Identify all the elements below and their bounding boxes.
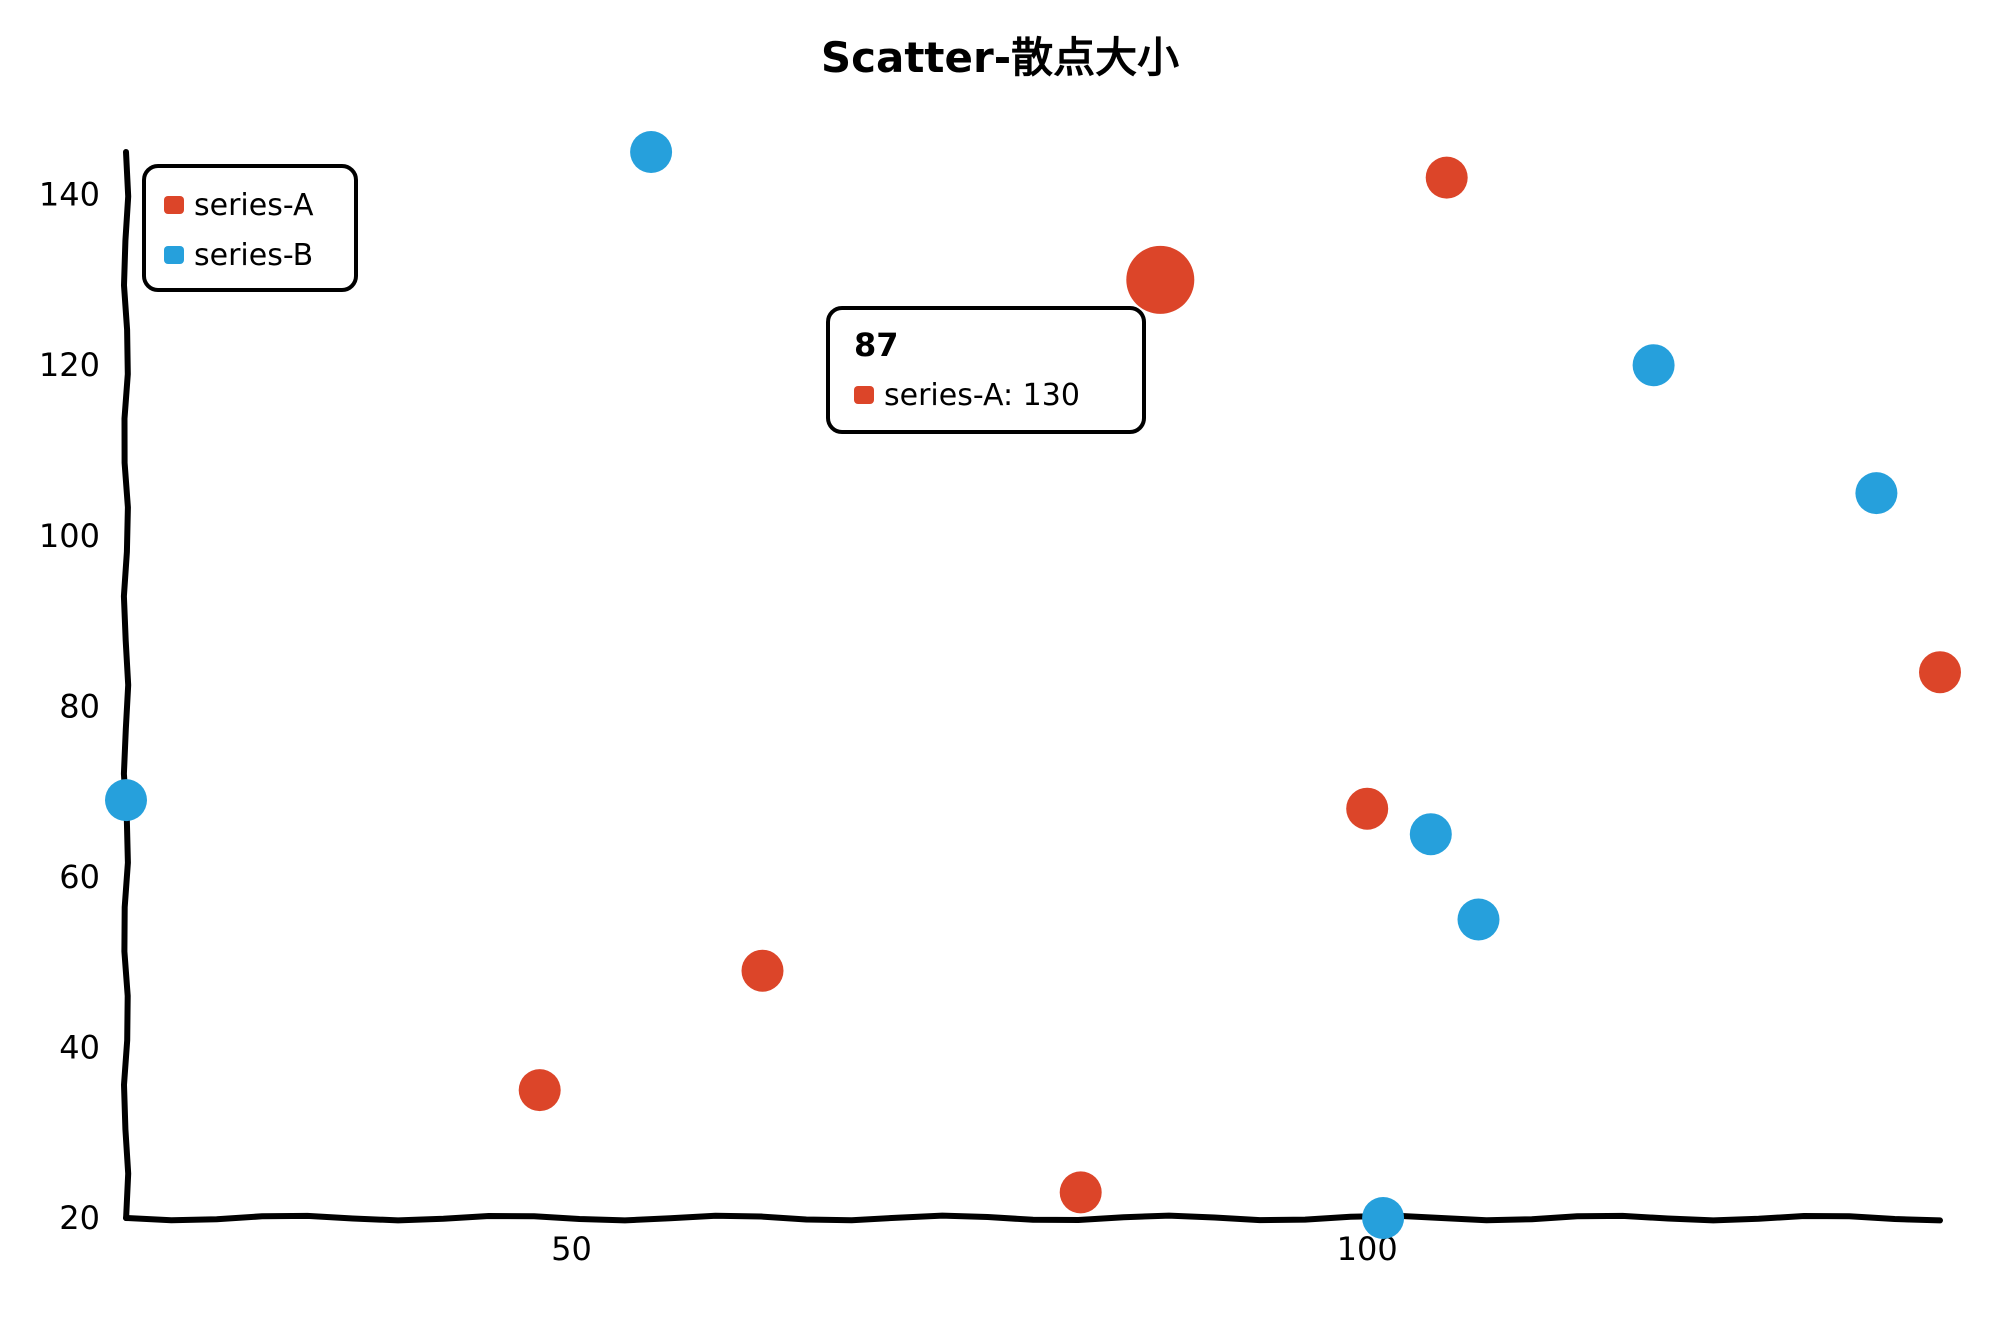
- legend-item-series-b[interactable]: series-B: [164, 238, 313, 273]
- series-series-a: [518, 156, 1961, 1214]
- y-tick-label-60: 60: [59, 858, 100, 896]
- point-series-a-6[interactable]: [1919, 651, 1961, 694]
- tooltip: 87 series-A: 130: [826, 306, 1146, 434]
- legend-label-series-a: series-A: [194, 188, 314, 223]
- y-tick-label-120: 120: [39, 346, 100, 384]
- x-tick-label-50: 50: [551, 1230, 592, 1268]
- series-series-b: [105, 131, 1898, 1239]
- chart-title: Scatter-散点大小: [821, 33, 1179, 82]
- point-series-a-1[interactable]: [741, 949, 784, 992]
- legend-swatch-series-a: [164, 196, 184, 214]
- legend-box: [142, 164, 358, 292]
- point-series-b-2[interactable]: [1362, 1197, 1405, 1239]
- y-tick-label-100: 100: [39, 517, 100, 555]
- point-series-b-4[interactable]: [1457, 898, 1500, 941]
- y-tick-label-80: 80: [59, 687, 100, 725]
- y-tick-label-40: 40: [59, 1028, 100, 1066]
- point-series-b-3[interactable]: [1409, 813, 1452, 856]
- point-series-a-5[interactable]: [1425, 156, 1468, 199]
- x-axis-line: [123, 1212, 1943, 1224]
- tooltip-title: 87: [854, 326, 899, 364]
- point-series-b-0[interactable]: [105, 779, 147, 822]
- legend-item-series-a[interactable]: series-A: [164, 188, 314, 223]
- point-series-a-4[interactable]: [1346, 787, 1389, 830]
- legend-label-series-b: series-B: [194, 238, 313, 273]
- point-series-a-0[interactable]: [518, 1069, 561, 1112]
- tooltip-box: [826, 306, 1146, 434]
- point-series-a-3[interactable]: [1126, 245, 1195, 314]
- y-tick-label-20: 20: [59, 1199, 100, 1237]
- point-series-b-6[interactable]: [1855, 472, 1898, 515]
- point-series-b-5[interactable]: [1632, 344, 1675, 387]
- tooltip-value: series-A: 130: [884, 378, 1080, 413]
- axes-layer: [120, 149, 1943, 1224]
- point-series-a-2[interactable]: [1059, 1171, 1102, 1214]
- point-series-b-1[interactable]: [630, 131, 673, 173]
- y-tick-label-140: 140: [39, 176, 100, 214]
- legend-swatch-series-b: [164, 246, 184, 264]
- y-axis-line: [120, 149, 132, 1221]
- legend[interactable]: series-A series-B: [142, 164, 358, 292]
- tooltip-swatch: [854, 386, 874, 404]
- data-points: [105, 131, 1961, 1239]
